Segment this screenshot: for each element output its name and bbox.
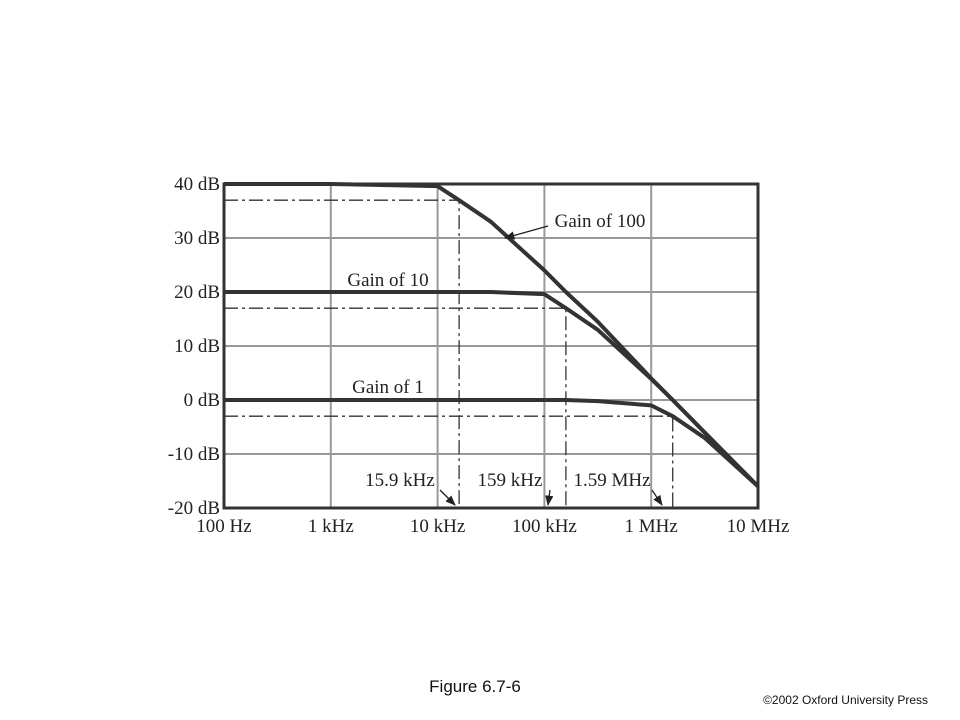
y-tick-label: 20 dB [174, 282, 220, 303]
cutoff-label: 15.9 kHz [365, 470, 435, 491]
cutoff-arrow [439, 489, 456, 506]
y-tick-label: -10 dB [168, 444, 220, 465]
caption: Figure 6.7-6 [429, 677, 521, 696]
plot-frame [222, 182, 760, 510]
cutoff-label: 1.59 MHz [573, 470, 650, 491]
series-line [224, 290, 760, 488]
x-tick-label: 100 Hz [196, 516, 251, 537]
series-line [224, 398, 760, 488]
y-tick-label: 30 dB [174, 228, 220, 249]
series-label: Gain of 10 [347, 270, 428, 291]
cutoff-guide [224, 415, 674, 508]
cutoff-arrow [545, 489, 554, 507]
cutoff-arrow [651, 489, 663, 506]
series-arrow [503, 225, 549, 240]
y-tick-label: -20 dB [168, 498, 220, 519]
series-line [224, 182, 760, 488]
cutoff-label: 159 kHz [478, 470, 543, 491]
copyright: ©2002 Oxford University Press [763, 693, 928, 707]
x-tick-label: 10 MHz [727, 516, 790, 537]
x-tick-label: 1 MHz [625, 516, 678, 537]
cutoff-guide [224, 307, 567, 508]
series-label: Gain of 100 [555, 211, 646, 232]
y-tick-label: 40 dB [174, 174, 220, 195]
x-tick-label: 1 kHz [308, 516, 354, 537]
x-tick-label: 100 kHz [512, 516, 577, 537]
y-tick-label: 0 dB [184, 390, 220, 411]
cutoff-guide [224, 199, 460, 508]
series-label: Gain of 1 [352, 377, 424, 398]
y-tick-label: 10 dB [174, 336, 220, 357]
x-tick-label: 10 kHz [410, 516, 465, 537]
